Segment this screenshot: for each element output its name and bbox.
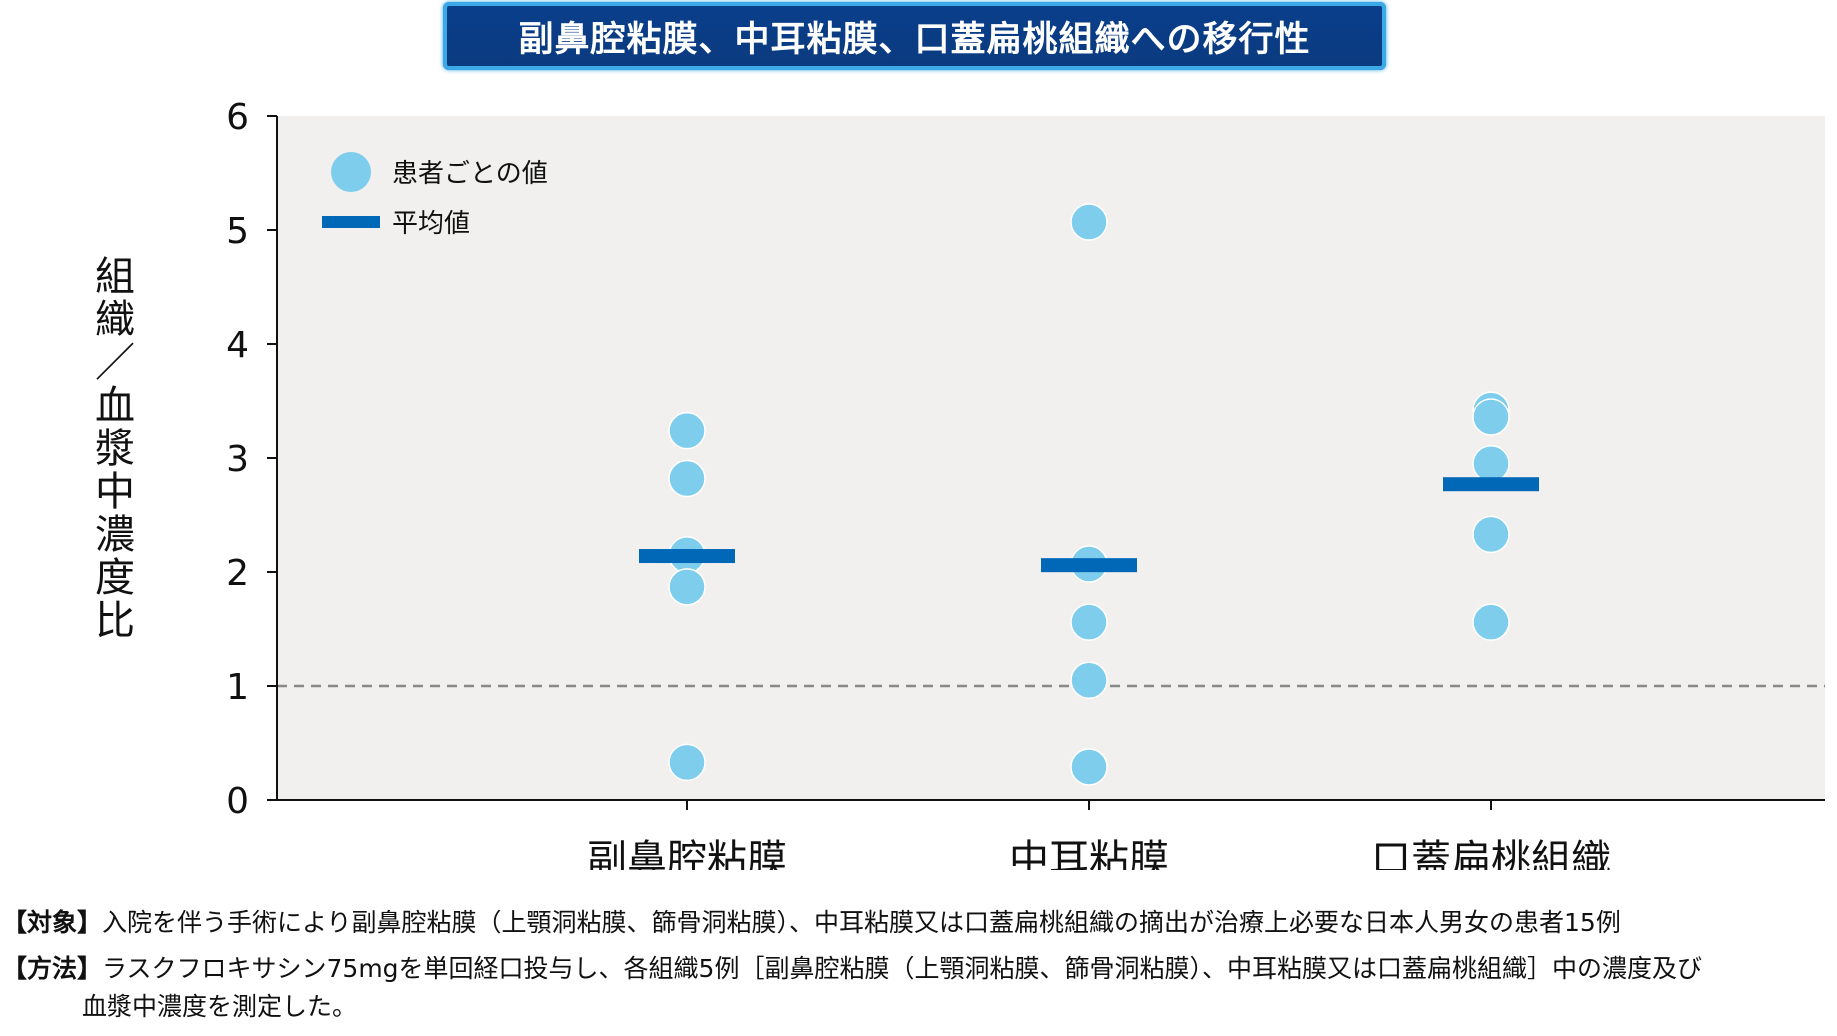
- data-point: [1070, 748, 1108, 786]
- footnote-method-label: 【方法】: [2, 954, 103, 983]
- x-tick-label: 中耳粘膜: [1009, 837, 1169, 870]
- data-point: [1070, 661, 1108, 700]
- y-tick-label: 5: [226, 211, 249, 252]
- y-tick-label: 2: [226, 553, 249, 594]
- data-point: [668, 743, 706, 782]
- chart-title-banner: 副鼻腔粘膜、中耳粘膜、口蓋扁桃組織への移行性: [443, 2, 1386, 70]
- y-tick-label: 6: [226, 97, 249, 138]
- mean-bar: [1041, 558, 1137, 573]
- y-tick-label: 4: [226, 325, 249, 366]
- footnote-method: 【方法】ラスクフロキサシン75mgを単回経口投与し、各組織5例［副鼻腔粘膜（上顎…: [2, 952, 1702, 986]
- y-tick-label: 1: [226, 667, 249, 708]
- data-point: [668, 459, 706, 498]
- footnote-target: 【対象】入院を伴う手術により副鼻腔粘膜（上顎洞粘膜、篩骨洞粘膜）、中耳粘膜又は口…: [2, 906, 1621, 940]
- y-tick-label: 0: [226, 781, 249, 822]
- data-point: [668, 411, 706, 450]
- legend-mean-label: 平均値: [392, 209, 470, 239]
- footnote-target-text: 入院を伴う手術により副鼻腔粘膜（上顎洞粘膜、篩骨洞粘膜）、中耳粘膜又は口蓋扁桃組…: [102, 908, 1621, 937]
- data-point: [1070, 203, 1108, 241]
- plot-area: [277, 116, 1825, 800]
- footnote-method-text-2: 血漿中濃度を測定した。: [82, 992, 358, 1021]
- mean-bar: [639, 549, 735, 564]
- data-point: [1070, 603, 1108, 641]
- data-point: [1472, 515, 1510, 554]
- mean-bar: [1443, 477, 1539, 492]
- x-tick-label: 副鼻腔粘膜: [587, 837, 787, 870]
- data-point: [668, 568, 706, 606]
- data-point: [1472, 603, 1510, 641]
- footnote-method-line2: 血漿中濃度を測定した。: [82, 990, 357, 1024]
- data-point: [1472, 444, 1510, 483]
- legend-mean-marker: [322, 216, 380, 228]
- footnote-method-text: ラスクフロキサシン75mgを単回経口投与し、各組織5例［副鼻腔粘膜（上顎洞粘膜、…: [102, 954, 1702, 983]
- x-tick-label: 口蓋扁桃組織: [1371, 837, 1611, 870]
- y-tick-label: 3: [226, 439, 249, 480]
- footnote-target-label: 【対象】: [2, 908, 103, 937]
- y-axis-label: 組織／血漿中濃度比: [95, 254, 135, 644]
- legend-point-marker: [331, 152, 371, 192]
- data-point: [1472, 398, 1510, 436]
- legend-point-label: 患者ごとの値: [392, 159, 548, 189]
- chart-title: 副鼻腔粘膜、中耳粘膜、口蓋扁桃組織への移行性: [518, 19, 1311, 60]
